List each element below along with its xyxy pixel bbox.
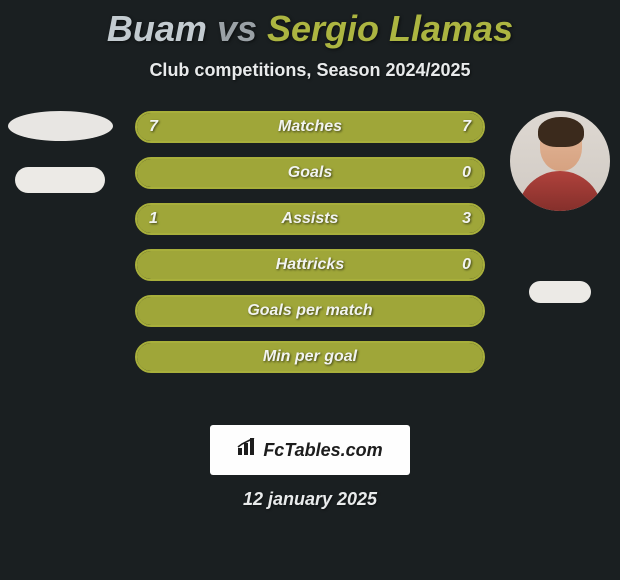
stat-label: Goals per match: [137, 297, 483, 325]
stat-value-right: 0: [462, 251, 471, 279]
stat-label: Min per goal: [137, 343, 483, 371]
stat-value-right: 0: [462, 159, 471, 187]
stat-row: Goals0: [135, 157, 485, 189]
page-title: Buam vs Sergio Llamas: [0, 0, 620, 50]
stat-value-right: 3: [462, 205, 471, 233]
player1-name: Buam: [107, 8, 207, 49]
stat-row: Hattricks0: [135, 249, 485, 281]
date-label: 12 january 2025: [0, 489, 620, 510]
stat-row: Matches7 7: [135, 111, 485, 143]
comparison-content: Matches77Goals0Assists13Hattricks0Goals …: [0, 111, 620, 411]
stat-label: Assists: [137, 205, 483, 233]
stat-bars: Matches77Goals0Assists13Hattricks0Goals …: [135, 111, 485, 373]
stat-label: Hattricks: [137, 251, 483, 279]
stat-row: Assists1 3: [135, 203, 485, 235]
stat-value-left: 7: [149, 113, 158, 141]
stat-value-right: 7: [462, 113, 471, 141]
stat-label: Goals: [137, 159, 483, 187]
player2-team-badge: [529, 281, 591, 303]
player2-column: [500, 111, 620, 303]
player1-team-badge: [15, 167, 105, 193]
player1-avatar: [8, 111, 113, 141]
source-badge: FcTables.com: [210, 425, 410, 475]
subtitle: Club competitions, Season 2024/2025: [0, 60, 620, 81]
player2-avatar: [510, 111, 610, 211]
stat-label: Matches: [137, 113, 483, 141]
source-text: FcTables.com: [263, 440, 382, 461]
vs-separator: vs: [217, 8, 257, 49]
player1-column: [0, 111, 120, 193]
stat-value-left: 1: [149, 205, 158, 233]
player2-name: Sergio Llamas: [267, 8, 513, 49]
chart-icon: [237, 438, 259, 462]
stat-row: Min per goal: [135, 341, 485, 373]
stat-row: Goals per match: [135, 295, 485, 327]
